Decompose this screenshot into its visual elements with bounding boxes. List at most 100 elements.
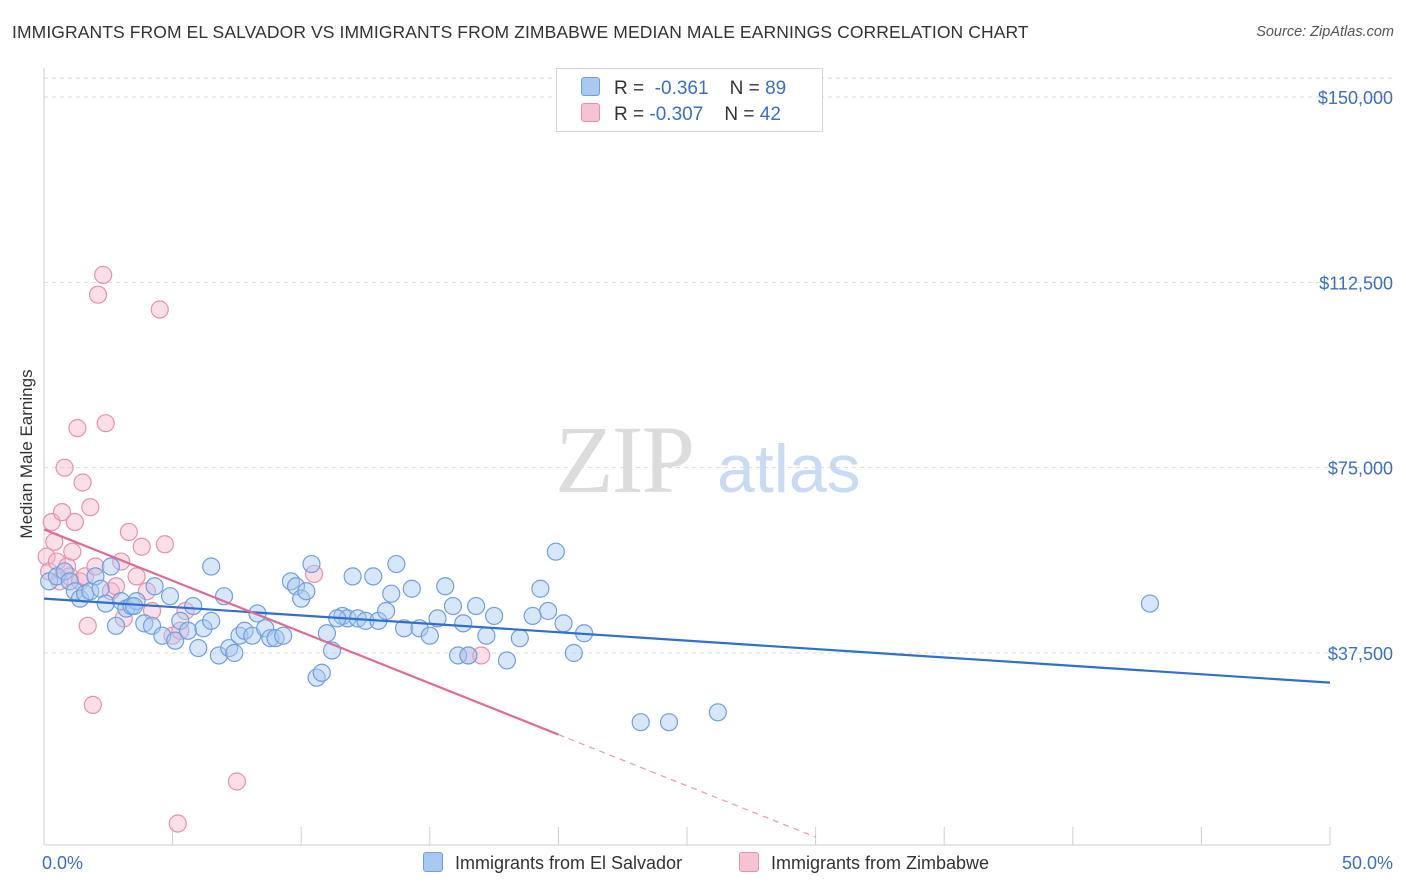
- data-point-el-salvador: [70, 589, 90, 608]
- data-point-el-salvador: [454, 614, 473, 633]
- trend-line-zimbabwe-extension: [558, 733, 816, 838]
- x-tick-label-min: 0.0%: [42, 853, 83, 873]
- data-point-el-salvador: [106, 616, 126, 635]
- data-point-el-salvador: [510, 629, 529, 648]
- data-point-el-salvador: [220, 638, 239, 658]
- data-point-zimbabwe: [227, 772, 246, 791]
- data-point-zimbabwe: [127, 567, 146, 586]
- bottom-legend-swatch-blue: [423, 852, 443, 872]
- data-point-el-salvador: [194, 619, 213, 638]
- data-point-el-salvador: [708, 703, 727, 722]
- data-point-el-salvador: [402, 579, 421, 598]
- bottom-legend-label: Immigrants from El Salvador: [455, 853, 683, 873]
- legend-n-label: N =: [729, 78, 760, 99]
- data-point-zimbabwe: [50, 572, 69, 591]
- chart-title: IMMIGRANTS FROM EL SALVADOR VS IMMIGRANT…: [12, 22, 1029, 42]
- data-point-el-salvador: [178, 621, 198, 640]
- data-point-el-salvador: [443, 596, 463, 616]
- source-attribution: Source: ZipAtlas.com: [1256, 24, 1394, 40]
- x-tick-labels: 0.0% 50.0%: [42, 853, 1393, 873]
- data-point-el-salvador: [343, 567, 362, 586]
- data-point-el-salvador: [281, 572, 301, 591]
- x-axis: [44, 827, 1331, 846]
- data-point-el-salvador: [202, 611, 221, 630]
- data-point-el-salvador: [274, 626, 293, 645]
- data-point-zimbabwe: [52, 503, 72, 522]
- data-point-el-salvador: [189, 638, 208, 658]
- data-point-zimbabwe: [73, 473, 92, 492]
- data-point-el-salvador: [364, 567, 383, 586]
- data-point-el-salvador: [539, 601, 558, 621]
- data-point-el-salvador: [459, 646, 478, 665]
- bottom-legend-zimbabwe: Immigrants from Zimbabwe: [739, 852, 989, 874]
- data-point-el-salvador: [631, 713, 650, 732]
- data-point-el-salvador: [448, 646, 468, 665]
- data-point-el-salvador: [546, 542, 565, 561]
- data-point-zimbabwe: [94, 265, 113, 285]
- y-axis-label: Median Male Earnings: [17, 369, 36, 539]
- data-point-zimbabwe: [86, 557, 105, 576]
- bottom-legend-label: Immigrants from Zimbabwe: [771, 853, 990, 873]
- legend-r-value: -0.307: [649, 104, 704, 125]
- data-point-zimbabwe: [96, 414, 115, 433]
- data-point-zimbabwe: [171, 621, 190, 640]
- watermark-zip: ZIP: [555, 406, 693, 513]
- data-point-el-salvador: [202, 557, 221, 576]
- data-point-el-salvador: [209, 646, 228, 665]
- data-point-el-salvador: [387, 554, 406, 574]
- y-tick-label: $112,500: [1319, 273, 1393, 293]
- data-point-zimbabwe: [65, 512, 84, 532]
- data-point-el-salvador: [477, 626, 496, 645]
- data-point-zimbabwe: [78, 616, 97, 635]
- legend-swatch-blue: [581, 77, 600, 96]
- legend-r-value: -0.361: [654, 78, 709, 99]
- data-point-zimbabwe: [55, 458, 74, 477]
- data-point-el-salvador: [101, 557, 120, 576]
- data-point-el-salvador: [428, 609, 447, 628]
- data-point-el-salvador: [564, 643, 583, 663]
- pink-series-points: [37, 265, 491, 833]
- data-point-el-salvador: [382, 584, 401, 603]
- legend-swatch-pink: [581, 103, 600, 122]
- data-point-zimbabwe: [68, 419, 87, 438]
- data-point-zimbabwe: [119, 522, 138, 542]
- data-point-zimbabwe: [150, 300, 169, 319]
- data-point-el-salvador: [376, 601, 396, 621]
- data-point-zimbabwe: [155, 535, 174, 554]
- watermark: ZIP atlas: [555, 406, 861, 513]
- legend-row-zimbabwe: R = -0.307 N = 42: [581, 103, 781, 125]
- legend-n-value: 89: [765, 78, 787, 99]
- data-point-el-salvador: [166, 631, 185, 650]
- data-point-el-salvador: [312, 663, 331, 682]
- data-point-el-salvador: [297, 582, 316, 601]
- data-point-zimbabwe: [112, 552, 131, 571]
- data-point-zimbabwe: [88, 285, 108, 304]
- data-point-zimbabwe: [83, 695, 102, 714]
- data-point-zimbabwe: [47, 552, 66, 571]
- data-point-el-salvador: [171, 611, 190, 630]
- data-point-el-salvador: [184, 596, 203, 616]
- data-point-zimbabwe: [168, 814, 187, 833]
- data-point-zimbabwe: [81, 498, 100, 517]
- bottom-legend-el-salvador: Immigrants from El Salvador: [423, 852, 682, 874]
- data-point-el-salvador: [659, 713, 679, 732]
- watermark-atlas: atlas: [717, 431, 861, 507]
- legend-r-label: R =: [614, 78, 645, 99]
- y-tick-label: $75,000: [1328, 459, 1393, 479]
- data-point-el-salvador: [124, 596, 144, 616]
- data-point-el-salvador: [55, 562, 74, 581]
- data-point-el-salvador: [523, 606, 542, 626]
- trend-lines: [43, 528, 1331, 838]
- data-point-el-salvador: [466, 596, 486, 616]
- data-point-el-salvador: [554, 614, 573, 633]
- legend-n-label: N =: [724, 104, 755, 125]
- y-tick-labels: $37,500 $75,000 $112,500 $150,000: [1318, 88, 1393, 664]
- data-point-el-salvador: [394, 619, 414, 638]
- data-point-el-salvador: [531, 579, 550, 598]
- y-tick-label: $150,000: [1318, 88, 1393, 108]
- legend-n-value: 42: [759, 104, 781, 125]
- data-point-el-salvador: [225, 643, 244, 663]
- data-point-el-salvador: [307, 668, 326, 687]
- data-point-el-salvador: [420, 626, 439, 645]
- legend-r-label: R =: [614, 104, 645, 125]
